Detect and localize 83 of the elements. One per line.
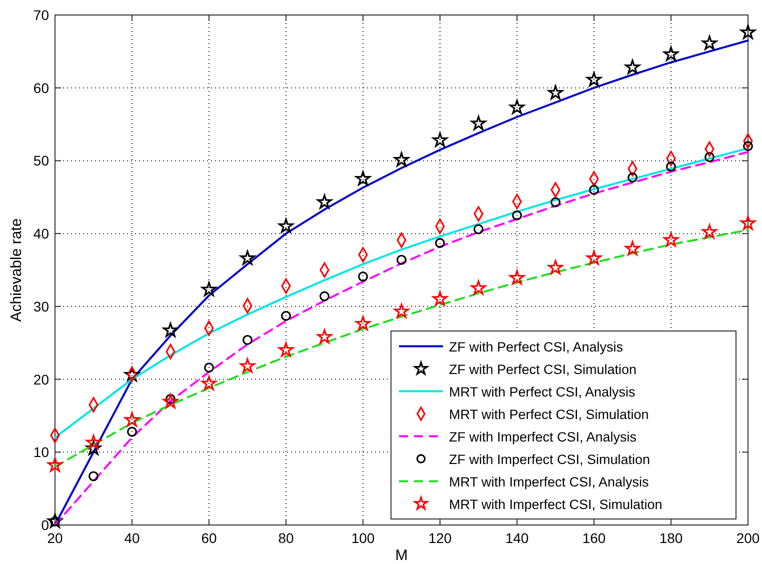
point <box>435 238 445 248</box>
point <box>628 172 638 182</box>
legend-label: ZF with Perfect CSI, Analysis <box>449 339 624 354</box>
x-tick-label: 20 <box>47 530 63 546</box>
point <box>356 171 370 186</box>
x-axis-title: M <box>395 547 408 564</box>
y-tick-label: 40 <box>33 226 50 242</box>
x-tick-label: 180 <box>659 530 683 546</box>
y-tick-label: 70 <box>33 7 50 23</box>
y-tick-label: 10 <box>33 444 50 460</box>
point <box>589 184 599 195</box>
point <box>48 457 62 472</box>
point <box>278 342 294 357</box>
y-axis-title: Achievable rate <box>8 218 25 322</box>
point <box>625 60 640 74</box>
point <box>204 362 214 373</box>
point <box>432 132 448 147</box>
point <box>510 270 524 284</box>
point <box>510 100 524 114</box>
x-tick-label: 100 <box>351 530 375 546</box>
point <box>471 280 486 295</box>
point <box>127 426 137 437</box>
x-tick-label: 200 <box>736 530 760 546</box>
point <box>702 224 717 239</box>
point <box>317 194 332 209</box>
legend-label: ZF with Imperfect CSI, Simulation <box>449 452 650 467</box>
legend-label: MRT with Imperfect CSI, Analysis <box>449 474 650 490</box>
point <box>702 36 717 50</box>
point <box>664 232 678 247</box>
legend-label: ZF with Perfect CSI, Simulation <box>449 362 637 377</box>
point <box>625 241 640 256</box>
x-tick-label: 140 <box>505 530 529 546</box>
point <box>548 260 563 274</box>
point <box>86 440 101 455</box>
point <box>358 272 368 282</box>
point <box>586 72 602 86</box>
point <box>202 376 216 390</box>
x-tick-label: 40 <box>124 530 140 546</box>
point <box>474 224 484 234</box>
x-tick-label: 80 <box>278 530 294 546</box>
point <box>202 282 216 296</box>
point <box>394 304 409 318</box>
y-tick-label: 30 <box>33 298 50 314</box>
legend-label: ZF with Imperfect CSI, Analysis <box>449 429 637 444</box>
point <box>320 291 330 302</box>
point <box>86 434 101 450</box>
point <box>281 310 291 321</box>
legend-label: MRT with Perfect CSI, Simulation <box>449 406 649 422</box>
x-tick-label: 160 <box>582 530 606 546</box>
point <box>664 46 678 61</box>
point <box>394 152 409 166</box>
x-tick-label: 120 <box>428 530 452 546</box>
legend-label: MRT with Imperfect CSI, Simulation <box>449 496 662 512</box>
point <box>356 316 370 330</box>
point <box>743 141 753 152</box>
point <box>704 152 714 162</box>
point <box>317 329 332 344</box>
point <box>432 291 448 306</box>
x-tick-label: 60 <box>201 530 217 546</box>
point <box>242 334 252 345</box>
point <box>586 250 602 265</box>
point <box>740 216 756 230</box>
point <box>278 218 294 233</box>
point <box>550 197 560 208</box>
point <box>240 358 255 373</box>
point <box>163 322 178 337</box>
legend-label: MRT with Perfect CSI, Analysis <box>449 384 636 400</box>
point <box>124 412 140 427</box>
y-tick-label: 60 <box>33 80 50 96</box>
point <box>740 24 756 39</box>
point <box>471 116 486 130</box>
point <box>88 471 98 482</box>
point <box>396 254 406 265</box>
point <box>548 85 563 100</box>
point <box>240 250 255 265</box>
y-tick-label: 20 <box>33 371 50 388</box>
point <box>512 210 522 220</box>
point <box>163 394 178 408</box>
y-tick-label: 0 <box>41 517 50 533</box>
point <box>124 367 140 382</box>
point <box>666 162 676 172</box>
y-tick-label: 50 <box>33 152 50 169</box>
point <box>48 514 62 528</box>
